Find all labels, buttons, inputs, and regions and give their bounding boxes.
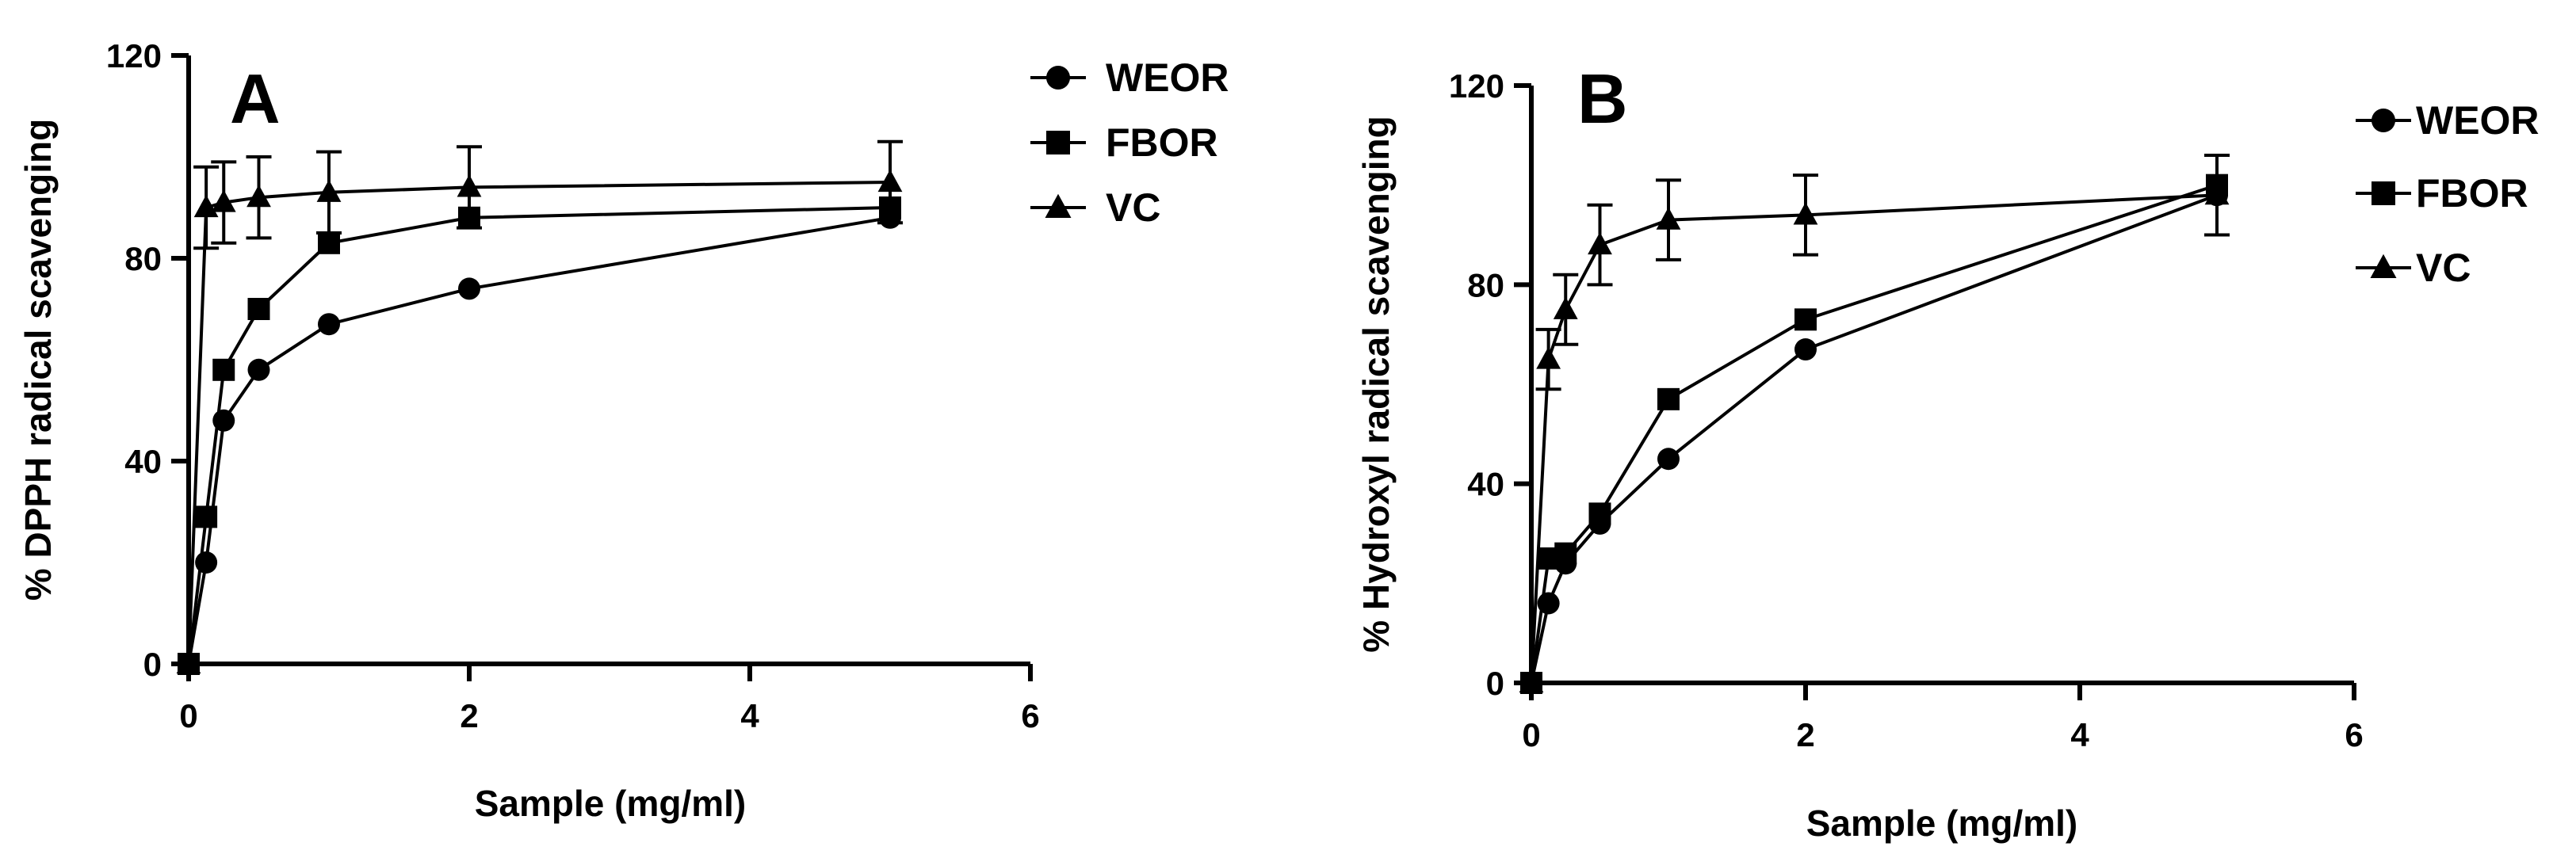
- panel-b-legend-label: FBOR: [2416, 171, 2528, 215]
- panel-a-fbor-point: [212, 358, 235, 381]
- panel-a-x-tick-label: 6: [1021, 697, 1039, 734]
- panel-a-fbor-point: [195, 505, 218, 528]
- panel-a-y-axis-title: % DPPH radical scavenging: [17, 119, 59, 601]
- panel-b-legend-marker: [2372, 109, 2395, 132]
- panel-b-y-tick-label: 80: [1467, 266, 1504, 303]
- panel-a-series-fbor: [178, 196, 901, 675]
- panel-b-legend-marker: [2372, 181, 2395, 205]
- panel-b-vc-point: [1553, 296, 1578, 319]
- panel-a-vc-point: [457, 174, 482, 197]
- panel-b-weor-point: [1794, 338, 1817, 361]
- panel-a-legend-item-fbor: FBOR: [1030, 120, 1218, 165]
- panel-a-fbor-point: [318, 231, 340, 254]
- panel-b-series-vc: [1519, 153, 2230, 693]
- panel-a-y-tick-label: 40: [124, 443, 162, 480]
- panel-b-fbor-point: [1554, 542, 1577, 565]
- panel-b-x-axis-title: Sample (mg/ml): [1806, 803, 2078, 844]
- panel-a-weor-line: [187, 215, 891, 665]
- panel-a-legend-marker: [1046, 66, 1070, 90]
- panel-a-vc-point: [316, 179, 342, 202]
- panel-a-weor-point: [458, 277, 480, 300]
- panel-a-y-tick-label: 120: [106, 37, 162, 74]
- panel-a-series-vc: [176, 139, 903, 674]
- panel-a-weor-point: [247, 358, 270, 381]
- panel-b-legend-marker: [2370, 254, 2397, 278]
- panel-b-y-tick-label: 40: [1467, 466, 1504, 503]
- panel-a-legend-item-vc: VC: [1030, 185, 1160, 230]
- panel-b-legend-label: VC: [2416, 246, 2471, 290]
- panel-a-x-tick-label: 2: [460, 697, 478, 734]
- panel-a-legend-label: FBOR: [1106, 120, 1218, 165]
- panel-a-vc-point: [877, 169, 903, 193]
- panel-a-vc-point: [247, 185, 271, 208]
- panel-b-letter: B: [1577, 59, 1628, 138]
- panel-b-vc-point: [1656, 207, 1681, 230]
- panel-b-fbor-point: [1794, 308, 1817, 331]
- panel-a-y-tick-label: 0: [143, 646, 162, 683]
- panel-b-vc-point: [1793, 202, 1818, 225]
- panel-a-vc-point: [176, 650, 201, 674]
- panel-b-vc-point: [1536, 346, 1561, 369]
- panel-b-series-fbor: [1520, 174, 2228, 694]
- panel-b-weor-line: [1530, 193, 2218, 684]
- panel-b-fbor-line: [1530, 183, 2218, 684]
- panel-b-legend-item-weor: WEOR: [2356, 98, 2540, 143]
- panel-b-weor-point: [1657, 448, 1680, 471]
- panel-a-legend-label: VC: [1106, 185, 1160, 230]
- panel-a-weor-point: [318, 313, 340, 336]
- panel-b-legend-label: WEOR: [2416, 98, 2540, 143]
- panel-a-series-weor: [178, 206, 901, 675]
- panel-a-legend-marker: [1045, 193, 1072, 218]
- panel-b-fbor-point: [1657, 387, 1680, 410]
- panel-b-legend-item-vc: VC: [2356, 246, 2471, 290]
- panel-a-x-tick-label: 4: [740, 697, 759, 734]
- panel-b-fbor-point: [1588, 502, 1611, 525]
- panel-a-vc-point: [211, 189, 236, 212]
- panel-b-y-axis-title: % Hydroxyl radical scavenging: [1355, 116, 1397, 653]
- panel-b-x-tick-label: 6: [2345, 716, 2363, 753]
- panel-b-vc-point: [1588, 231, 1612, 255]
- panel-b-x-tick-label: 0: [1522, 716, 1540, 753]
- panel-b-y-tick-label: 120: [1449, 67, 1504, 105]
- chart-panel-b: B 0 40 80 120 0 2 4 6 Sample (mg/ml) % Hydroxy…: [1355, 59, 2540, 844]
- panel-b-series-weor: [1520, 184, 2228, 694]
- panel-a-legend-item-weor: WEOR: [1030, 55, 1229, 100]
- panel-b-x-tick-label: 4: [2070, 716, 2089, 753]
- panel-a-x-axis-title: Sample (mg/ml): [475, 783, 747, 824]
- panel-a-legend-label: WEOR: [1106, 55, 1229, 100]
- chart-panel-a: A 0 40 80 120 0 2 4 6 Sample (mg/ml) % DPPH ra…: [17, 37, 1229, 824]
- panel-a-fbor-point: [247, 298, 270, 320]
- panel-a-x-tick-label: 0: [179, 697, 197, 734]
- panel-b-legend-item-fbor: FBOR: [2356, 171, 2528, 215]
- panel-b-y-tick-label: 0: [1486, 665, 1504, 702]
- panel-b-vc-line: [1530, 193, 2218, 684]
- panel-b-x-tick-label: 2: [1796, 716, 1814, 753]
- panel-b-vc-point: [1519, 669, 1544, 693]
- panel-a-letter: A: [230, 59, 281, 138]
- panel-b-vc-point: [2204, 182, 2230, 205]
- panel-b-legend: WEOR FBOR VC: [2356, 98, 2540, 290]
- panel-a-vc-line: [187, 181, 891, 665]
- panel-a-legend-marker: [1046, 131, 1070, 154]
- panel-a-legend: WEOR FBOR VC: [1030, 55, 1229, 230]
- panel-a-y-tick-label: 80: [124, 240, 162, 277]
